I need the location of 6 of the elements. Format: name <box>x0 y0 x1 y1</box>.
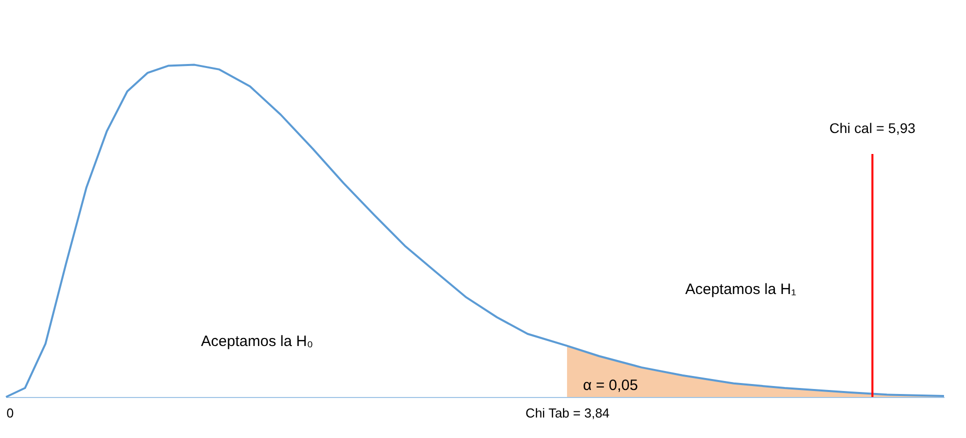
x-tick-label: 0 <box>6 406 14 420</box>
annotation: Aceptamos la H₀ <box>201 333 314 350</box>
ref-line-label: Chi cal = 5,93 <box>829 120 916 136</box>
annotation: Aceptamos la H₁ <box>685 281 796 298</box>
annotation: α = 0,05 <box>583 377 638 394</box>
x-tick-label: Chi Tab = 3,84 <box>526 406 610 420</box>
